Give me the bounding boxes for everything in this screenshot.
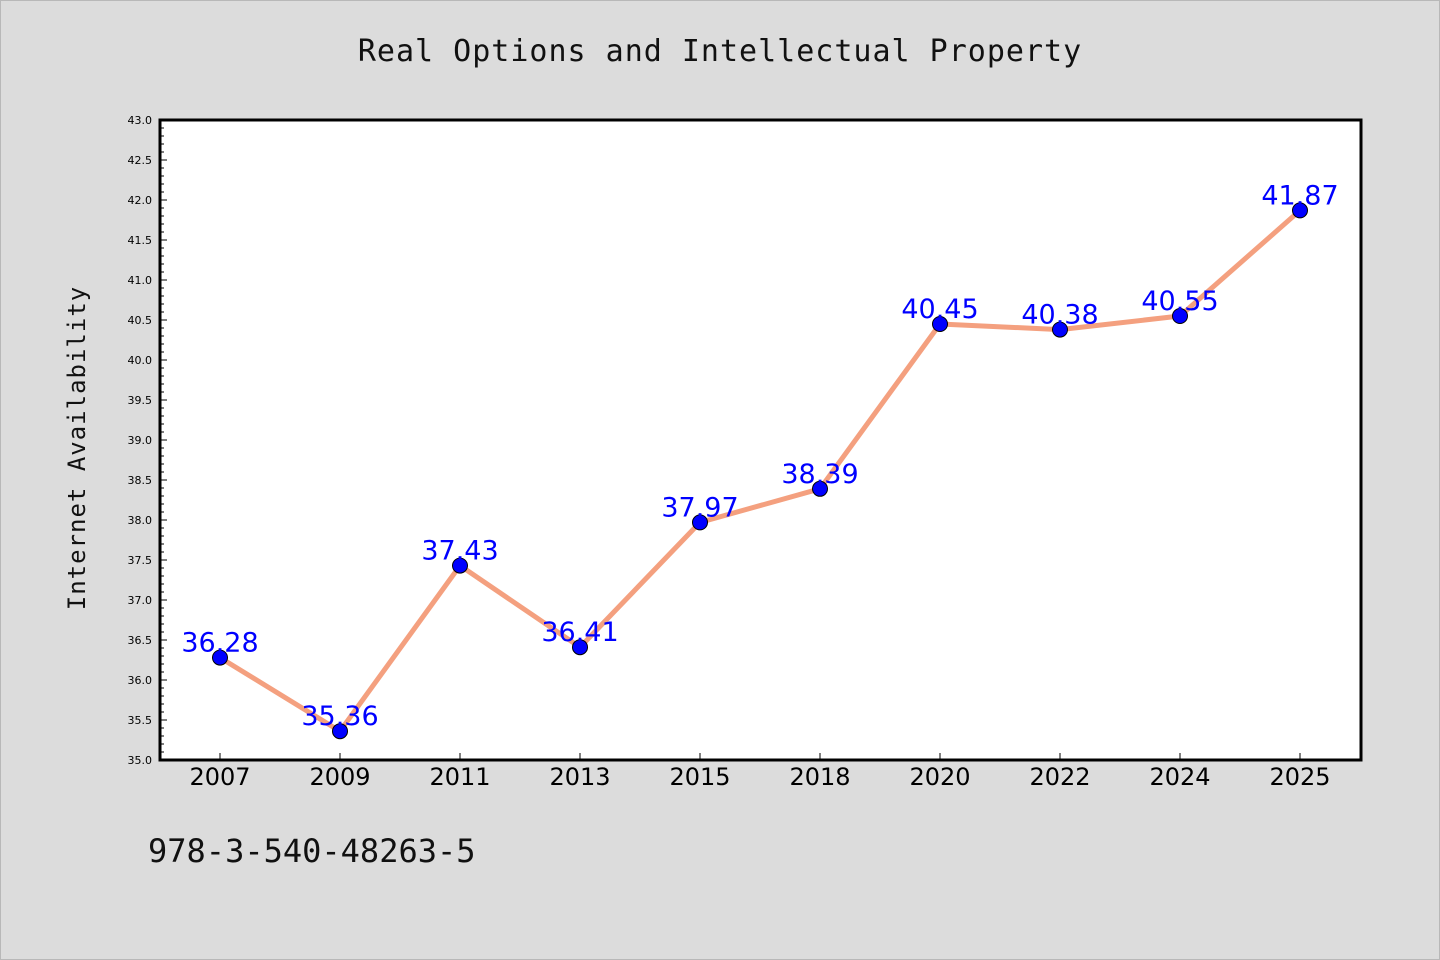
y-axis: 35.0 35.5 36.0 36.5 37.0 37.5 38.0 38.5 39.0 39.5…: [128, 114, 167, 767]
x-axis: 2007 2009 2011 2013 2015 2018 2020 2022 2024 2025: [189, 753, 1331, 791]
x-tick-label: 2018: [789, 763, 850, 791]
y-tick-label: 39.0: [128, 434, 153, 447]
x-tick-label: 2007: [189, 763, 250, 791]
y-tick-label: 40.0: [128, 354, 153, 367]
x-tick-label: 2022: [1029, 763, 1090, 791]
y-tick-label: 35.5: [128, 714, 153, 727]
series: 36.28 35.36 37.43 36.41 37.97 38.39 40.45 40.38…: [181, 180, 1339, 740]
y-tick-label: 38.0: [128, 514, 153, 527]
y-axis-label: Internet Availability: [63, 286, 91, 610]
data-label: 40.38: [1021, 300, 1098, 331]
y-tick-label: 38.5: [128, 474, 153, 487]
y-tick-label: 41.0: [128, 274, 153, 287]
y-tick-label: 41.5: [128, 234, 153, 247]
data-label: 36.28: [181, 628, 258, 659]
data-label: 40.45: [901, 294, 978, 325]
x-tick-label: 2013: [549, 763, 610, 791]
data-label: 41.87: [1261, 180, 1338, 211]
y-tick-label: 43.0: [128, 114, 153, 127]
y-tick-label: 36.0: [128, 674, 153, 687]
chart-title: Real Options and Intellectual Property: [357, 34, 1083, 69]
data-label: 37.97: [661, 492, 738, 523]
data-label: 38.39: [781, 459, 858, 490]
y-tick-label: 36.5: [128, 634, 153, 647]
y-tick-label: 40.5: [128, 314, 153, 327]
data-point: [212, 649, 228, 666]
x-tick-label: 2024: [1149, 763, 1210, 791]
data-label: 40.55: [1141, 286, 1218, 317]
y-tick-label: 42.5: [128, 154, 153, 167]
series-line: [217, 207, 1303, 734]
y-tick-label: 42.0: [128, 194, 153, 207]
data-label: 37.43: [421, 536, 498, 567]
isbn-footnote: 978-3-540-48263-5: [148, 832, 476, 870]
data-point: [452, 557, 468, 574]
data-point: [332, 723, 348, 740]
data-point: [1052, 321, 1068, 338]
data-point: [1292, 202, 1308, 219]
x-tick-label: 2015: [669, 763, 730, 791]
x-tick-label: 2009: [309, 763, 370, 791]
y-tick-label: 35.0: [128, 754, 153, 767]
x-tick-label: 2025: [1269, 763, 1330, 791]
data-point: [572, 639, 588, 656]
plot-area: [158, 118, 1363, 762]
data-point: [932, 316, 948, 332]
data-label: 35.36: [301, 701, 378, 732]
y-tick-label: 39.5: [128, 394, 153, 407]
y-tick-label: 37.5: [128, 554, 153, 567]
y-tick-label: 37.0: [128, 594, 153, 607]
x-tick-label: 2011: [429, 763, 490, 791]
data-label: 36.41: [541, 617, 618, 648]
x-tick-label: 2020: [909, 763, 970, 791]
data-point: [692, 514, 708, 531]
data-point: [812, 480, 828, 497]
data-point: [1172, 308, 1188, 324]
